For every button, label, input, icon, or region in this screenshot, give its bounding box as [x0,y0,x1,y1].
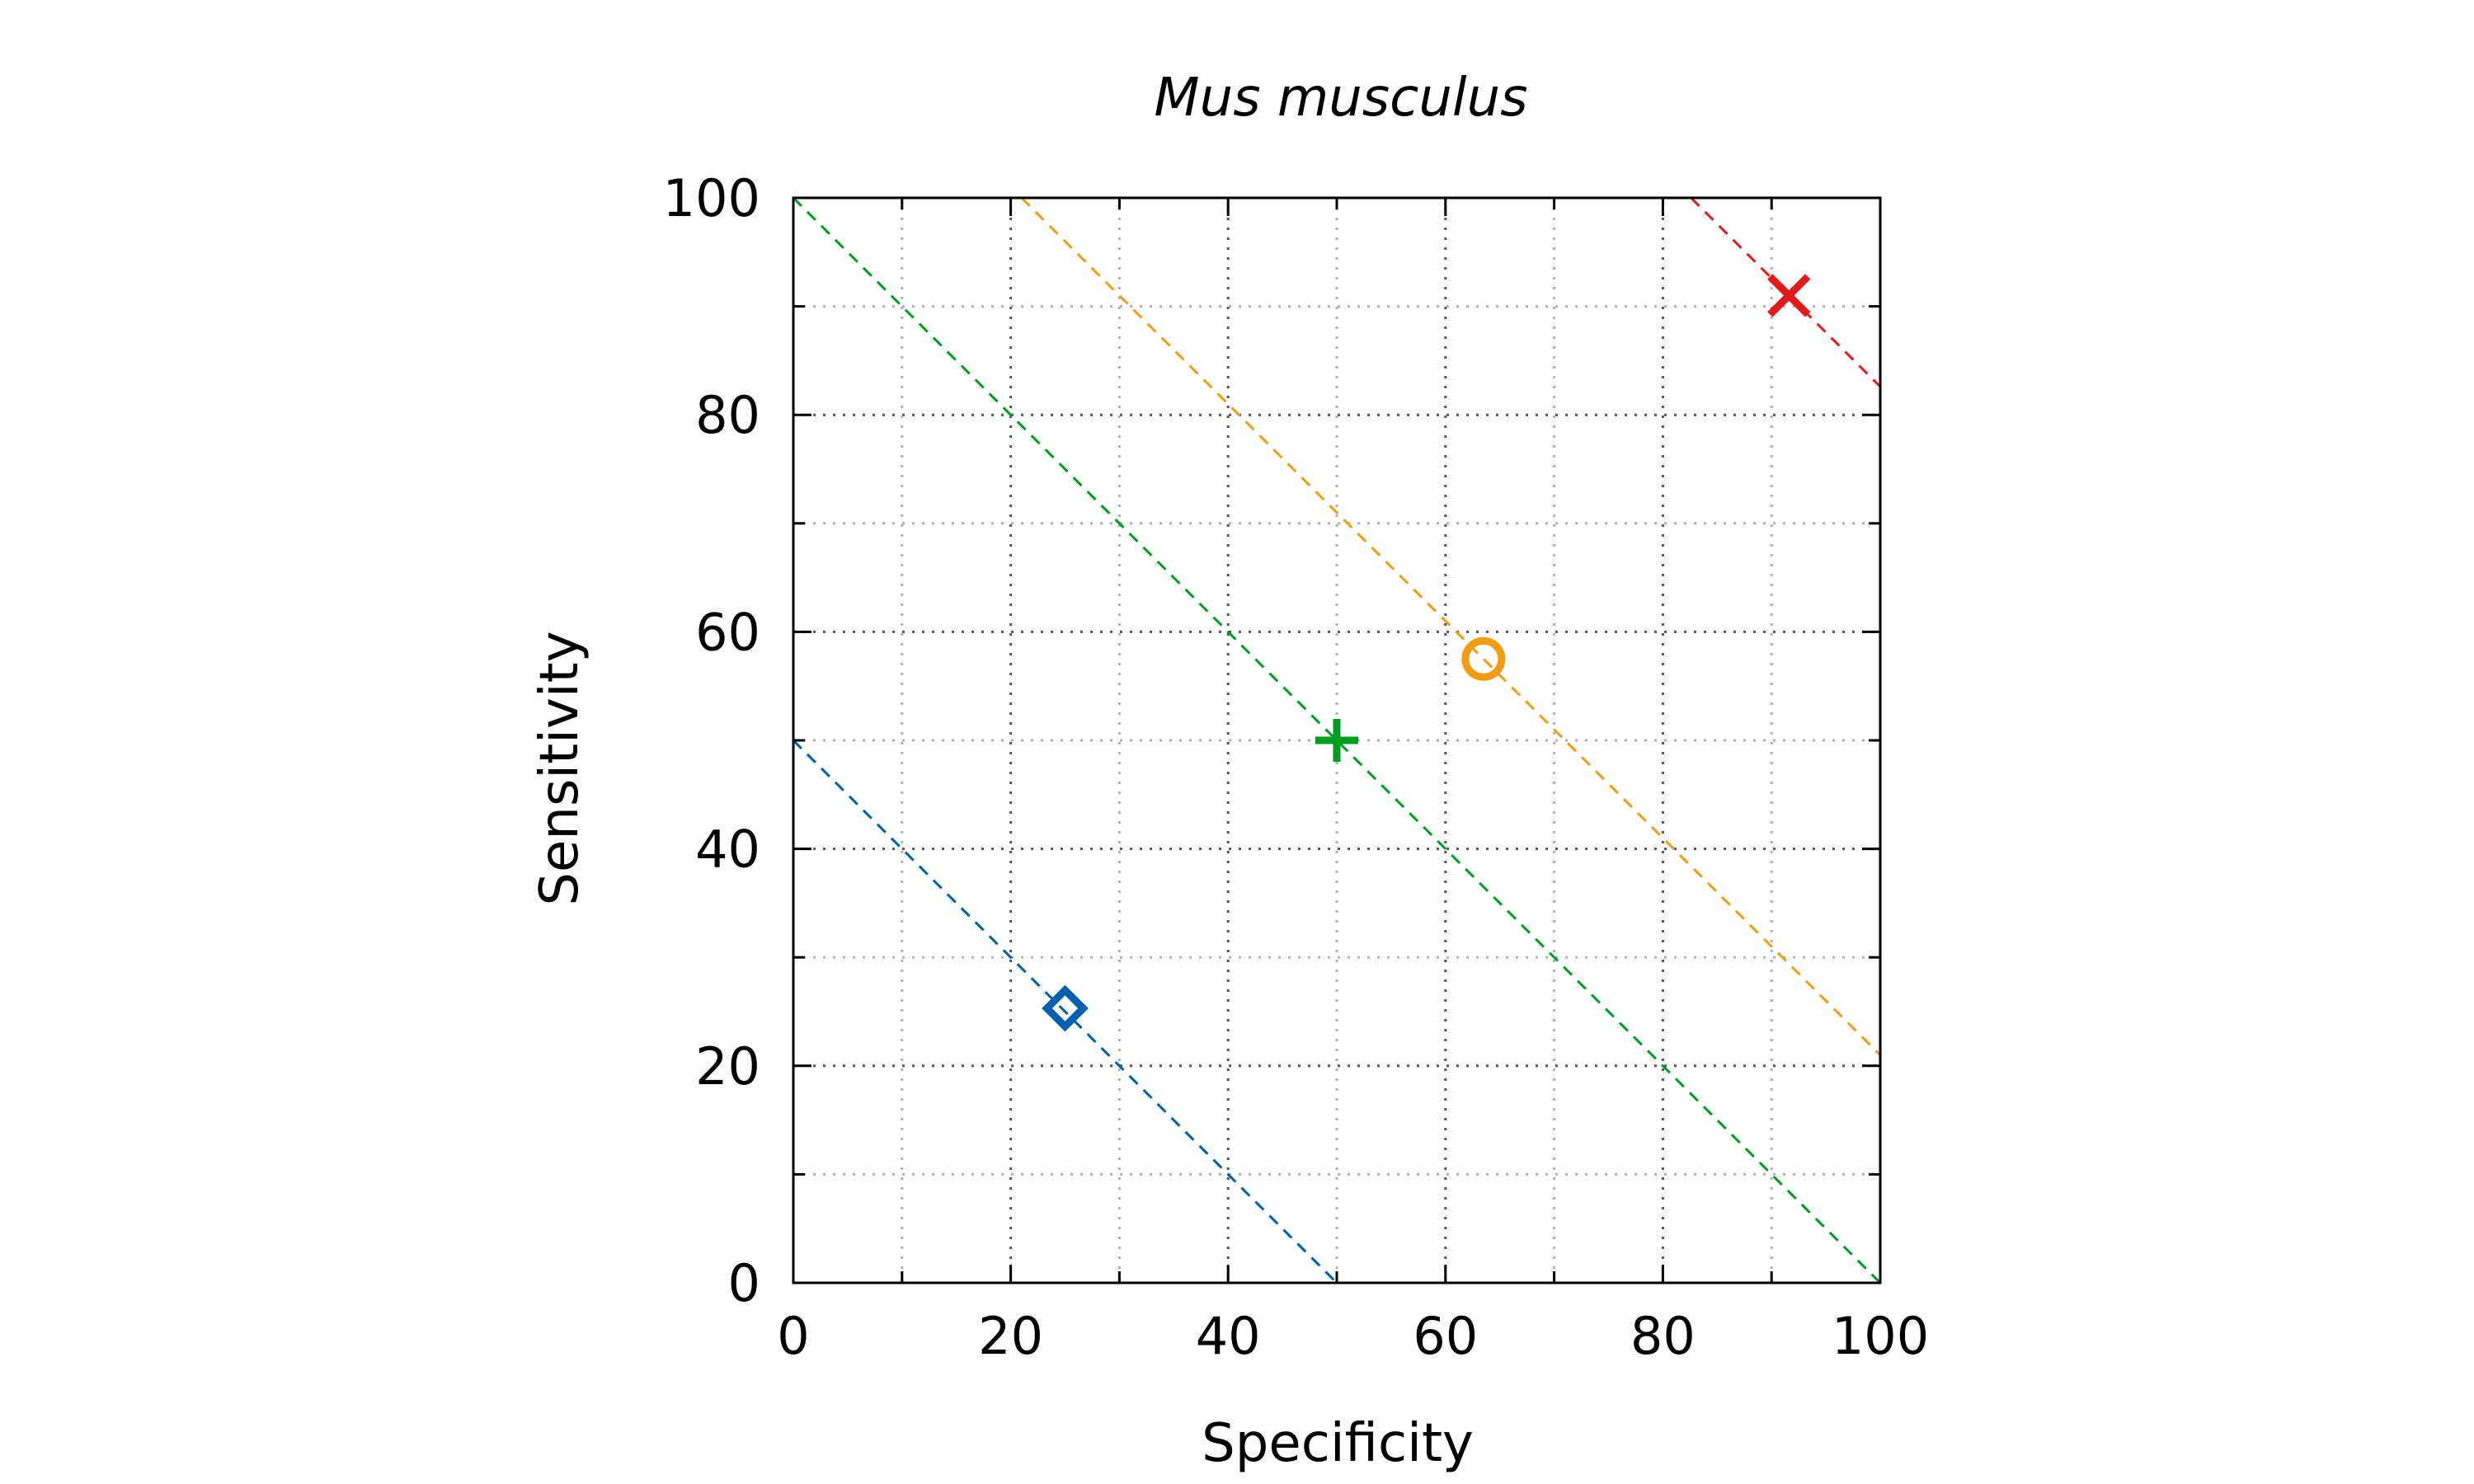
axis-ticks [792,196,1882,1284]
x-tick-label: 80 [1630,1306,1696,1366]
reference-line [1690,196,1882,388]
reference-line [1020,196,1882,1056]
point-cross-b [1767,274,1811,317]
x-tick-label: 0 [777,1306,809,1366]
diamond-icon [1042,984,1089,1032]
reference-lines [792,196,1882,1284]
cross-icon [1767,274,1811,317]
y-tick-label: 100 [663,168,760,228]
y-axis-label: Sensitivity [529,631,590,905]
y-tick-label: 60 [695,602,760,662]
x-tick-label: 40 [1196,1306,1261,1366]
x-tick-label: 100 [1832,1306,1929,1366]
plus-icon [1315,719,1358,762]
data-points [1042,274,1811,1032]
y-axis-tick-labels: 0 20 40 60 80 100 [663,168,760,1313]
y-tick-label: 20 [695,1036,760,1097]
x-tick-label: 60 [1413,1306,1478,1366]
x-tick-label: 20 [978,1306,1043,1366]
y-tick-label: 40 [695,819,760,880]
x-axis-tick-labels: 0 20 40 60 80 100 [777,1306,1929,1366]
y-tick-label: 80 [695,385,760,445]
point-diamond [1042,984,1089,1032]
x-axis-label: Specificity [1202,1413,1474,1474]
circle-icon [1461,636,1506,681]
y-tick-label: 0 [728,1253,760,1313]
reference-line [792,739,1338,1284]
chart-title: Mus musculus [1154,68,1527,129]
point-circle [1461,636,1506,681]
